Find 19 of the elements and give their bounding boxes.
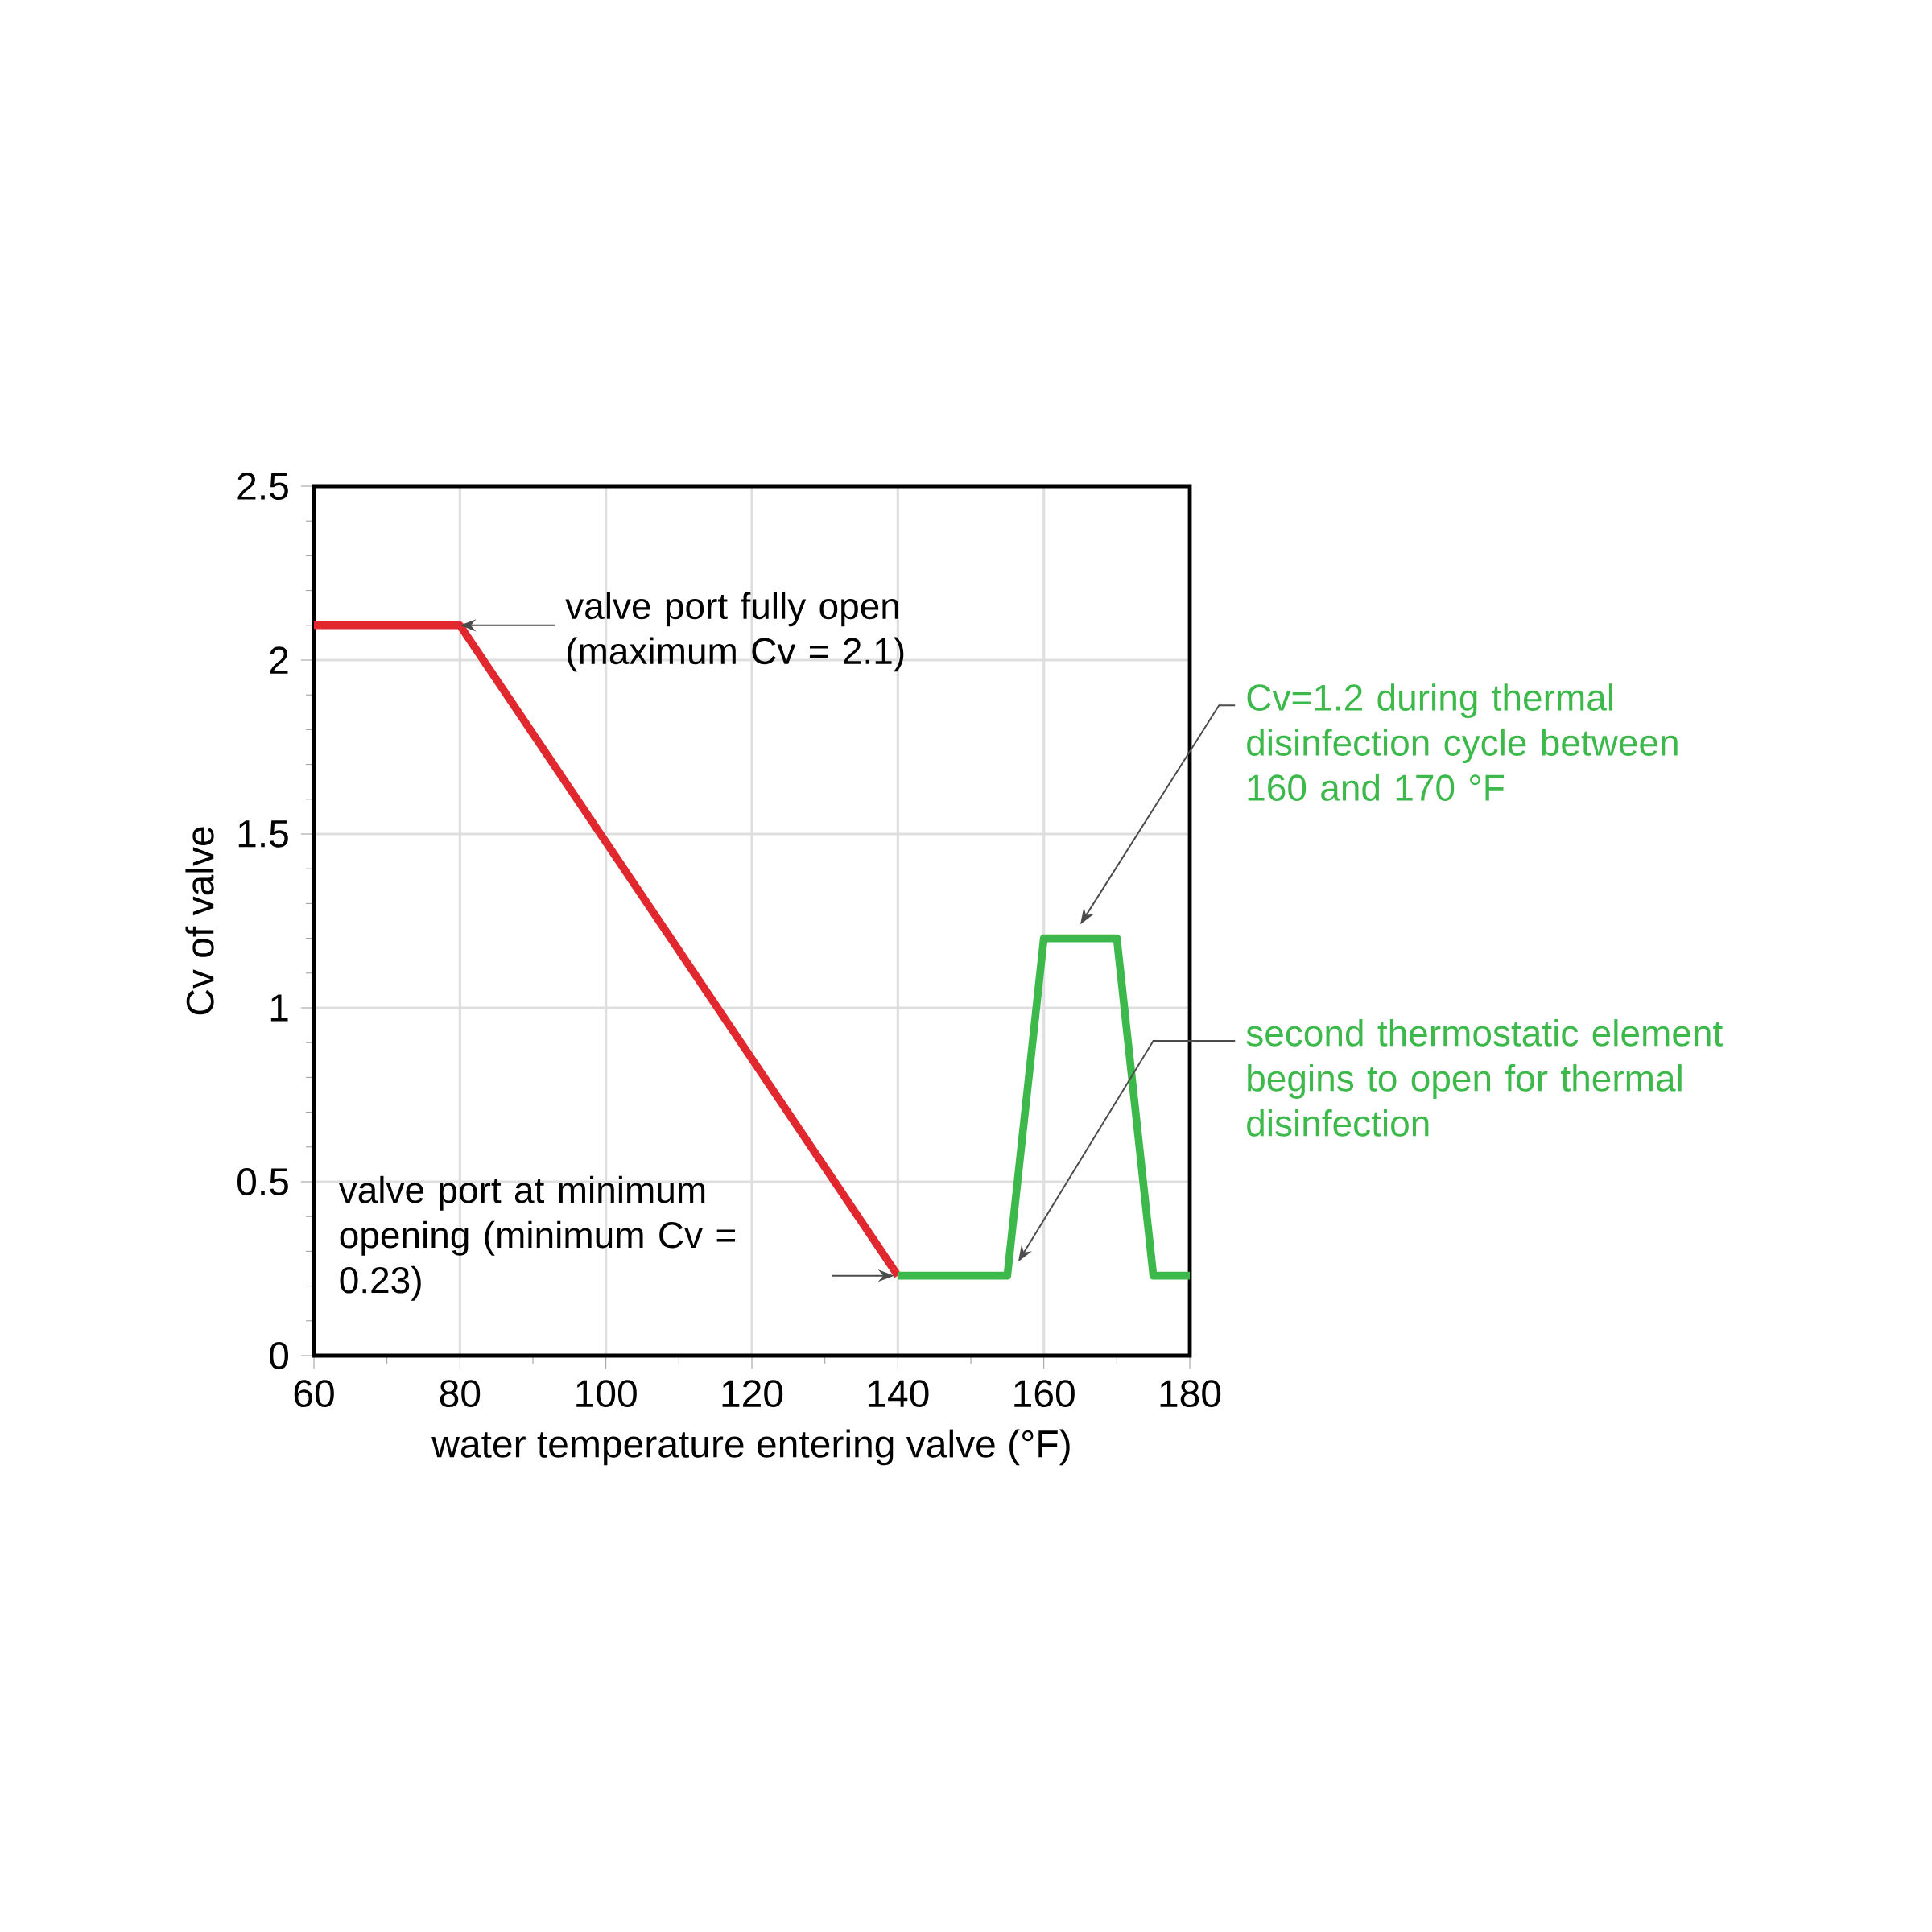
- text: Cv=1.2 during thermal disinfection cycle between 160 and 170 °F: [1247, 683, 1678, 801]
- x-tick-label: 120: [722, 1380, 783, 1408]
- y-tick-label: 1: [270, 994, 288, 1022]
- y-tick-label: 0.5: [237, 1168, 288, 1195]
- y-tick-label: 0: [270, 1342, 289, 1369]
- x-tick-label: 60: [294, 1380, 334, 1408]
- y-tick-label: 2.5: [237, 473, 288, 500]
- x-tick-label: 100: [576, 1380, 637, 1408]
- annotation: valve port fully open (maximum Cv = 2.1): [565, 592, 904, 672]
- y-tick-label: 1.5: [238, 820, 288, 848]
- x-axis-title: water temperature entering valve (°F): [431, 1429, 1070, 1466]
- annotation: valve port at minimum opening (minimum Cv = 0.23): [338, 1175, 736, 1301]
- x-tick-label: 140: [868, 1380, 929, 1408]
- x-tick-label: 80: [440, 1380, 481, 1408]
- y-axis-title: Cv of valve: [185, 827, 214, 1015]
- x-tick-label: 180: [1160, 1380, 1221, 1408]
- x-tick-label: 160: [1014, 1380, 1075, 1408]
- text: second thermostatic element begins to open for thermal disinfection: [1246, 1019, 1723, 1137]
- y-tick-label: 2: [270, 646, 288, 674]
